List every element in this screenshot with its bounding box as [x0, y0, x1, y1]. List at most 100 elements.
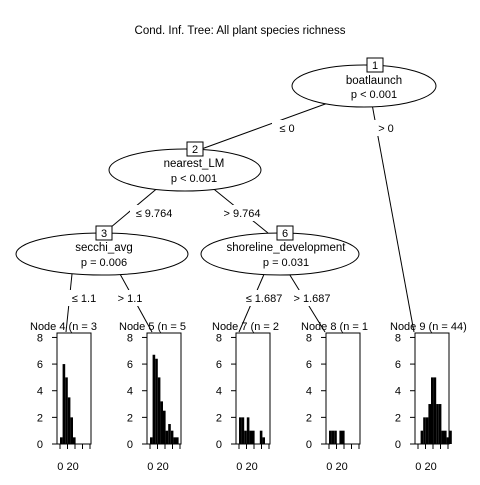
histogram-bar: [239, 417, 242, 444]
histogram-bar: [446, 437, 450, 444]
terminal-node-label: Node 9 (n = 44): [390, 321, 467, 333]
node-p-value: p = 0.031: [263, 257, 309, 269]
node-id-box: [95, 225, 113, 241]
histogram-bar: [157, 377, 161, 444]
histogram-bar: [241, 417, 245, 444]
y-tick-label: 2: [395, 412, 401, 424]
y-tick-label: 6: [37, 359, 43, 371]
edge-label-3-left: ≤ 1.1: [72, 293, 96, 305]
histogram-bar: [436, 404, 439, 444]
histogram-bar: [331, 430, 335, 444]
edge-label-1-right: > 0: [378, 123, 394, 135]
edge-line-1-2: [195, 102, 329, 152]
edge-label-6-left: ≤ 1.687: [246, 293, 283, 305]
edge-label-bg: [114, 290, 148, 306]
node-ellipse: [291, 64, 437, 108]
y-tick-label: 6: [306, 359, 312, 371]
node-variable: boatlaunch: [346, 75, 402, 87]
histogram-bar: [60, 437, 63, 444]
terminal-node-1: Node 4 (n = 38 6 4 2 0 0 20: [30, 321, 97, 473]
histogram-bar: [262, 437, 265, 444]
x-tick-label: 0 20: [415, 461, 436, 473]
y-tick-label: 0: [216, 439, 222, 451]
edge-label-1-left: ≤ 0: [279, 123, 294, 135]
histogram-bar: [170, 430, 174, 444]
histogram-bar: [259, 430, 263, 444]
terminal-node-label: Node 5 (n = 5: [119, 321, 186, 333]
histogram-bar: [173, 437, 176, 444]
y-tick-label: 4: [127, 386, 133, 398]
edge-label-bg: [68, 290, 102, 306]
histogram-bar: [62, 364, 66, 444]
terminal-node-label: Node 8 (n = 1: [301, 321, 368, 333]
inner-node-1: 1 boatlaunch p < 0.001: [291, 57, 437, 108]
histogram-bar: [165, 430, 169, 444]
edge-label-bg: [272, 120, 300, 136]
histogram-bar: [65, 377, 68, 444]
edge-label-bg: [216, 205, 268, 221]
y-tick-label: 0: [306, 439, 312, 451]
edge-label-bg: [288, 290, 336, 306]
node-id: 6: [282, 228, 288, 240]
node-variable: nearest_LM: [164, 158, 225, 170]
node-id: 2: [192, 144, 198, 156]
histogram-bar: [244, 430, 247, 444]
histogram-bar: [67, 397, 71, 444]
edge-label-bg: [130, 205, 178, 221]
y-tick-label: 2: [216, 412, 222, 424]
histogram-frame: [325, 332, 361, 445]
edge-label-2-right: > 9.764: [223, 208, 260, 220]
histogram-bar: [428, 404, 431, 444]
histogram-bar: [73, 437, 76, 444]
edge-label-3-right: > 1.1: [118, 293, 143, 305]
node-id: 3: [101, 228, 107, 240]
node-variable: shoreline_development: [227, 242, 347, 254]
histogram-bar: [433, 377, 437, 444]
y-tick-label: 4: [395, 386, 401, 398]
inner-node-3: 3 secchi_avg p = 0.006: [15, 225, 189, 276]
node-id-box: [366, 57, 384, 73]
histogram-bar: [252, 430, 255, 444]
node-variable: secchi_avg: [75, 242, 133, 254]
node-id-box: [276, 225, 294, 241]
y-tick-label: 6: [127, 359, 133, 371]
histogram-bar: [339, 430, 342, 444]
y-tick-label: 8: [216, 332, 222, 344]
y-tick-label: 4: [37, 386, 43, 398]
histogram-bar: [155, 358, 158, 444]
node-id: 1: [372, 60, 378, 72]
histogram-frame: [56, 332, 92, 445]
x-tick-label: 0 20: [57, 461, 78, 473]
x-tick-label: 0 20: [326, 461, 347, 473]
histogram-bar: [150, 437, 153, 444]
y-tick-label: 6: [395, 359, 401, 371]
histogram-bar: [334, 430, 337, 444]
node-id-box: [186, 141, 204, 157]
node-ellipse: [108, 148, 262, 192]
terminal-node-label: Node 4 (n = 3: [30, 321, 97, 333]
histogram-bar: [176, 437, 179, 444]
y-tick-label: 2: [127, 412, 133, 424]
terminal-node-label: Node 7 (n = 2: [212, 321, 279, 333]
y-tick-label: 4: [306, 386, 312, 398]
histogram-bar: [425, 417, 429, 444]
terminal-node-4: Node 8 (n = 18 6 4 2 0 0 20: [301, 321, 368, 473]
y-tick-label: 6: [216, 359, 222, 371]
y-tick-label: 2: [306, 412, 312, 424]
y-tick-label: 0: [395, 439, 401, 451]
y-tick-label: 8: [306, 332, 312, 344]
edge-label-bg: [243, 290, 285, 306]
edge-line-1-9: [371, 103, 415, 333]
node-p-value: p = 0.006: [81, 257, 127, 269]
histogram-bar: [438, 404, 442, 444]
y-tick-label: 0: [37, 439, 43, 451]
x-tick-label: 0 20: [236, 461, 257, 473]
node-p-value: p < 0.001: [351, 89, 397, 101]
histogram-bar: [249, 430, 252, 444]
y-tick-label: 8: [37, 332, 43, 344]
terminal-node-2: Node 5 (n = 58 6 4 2 0 0 20: [119, 321, 186, 473]
edge-label-bg: [374, 120, 400, 136]
